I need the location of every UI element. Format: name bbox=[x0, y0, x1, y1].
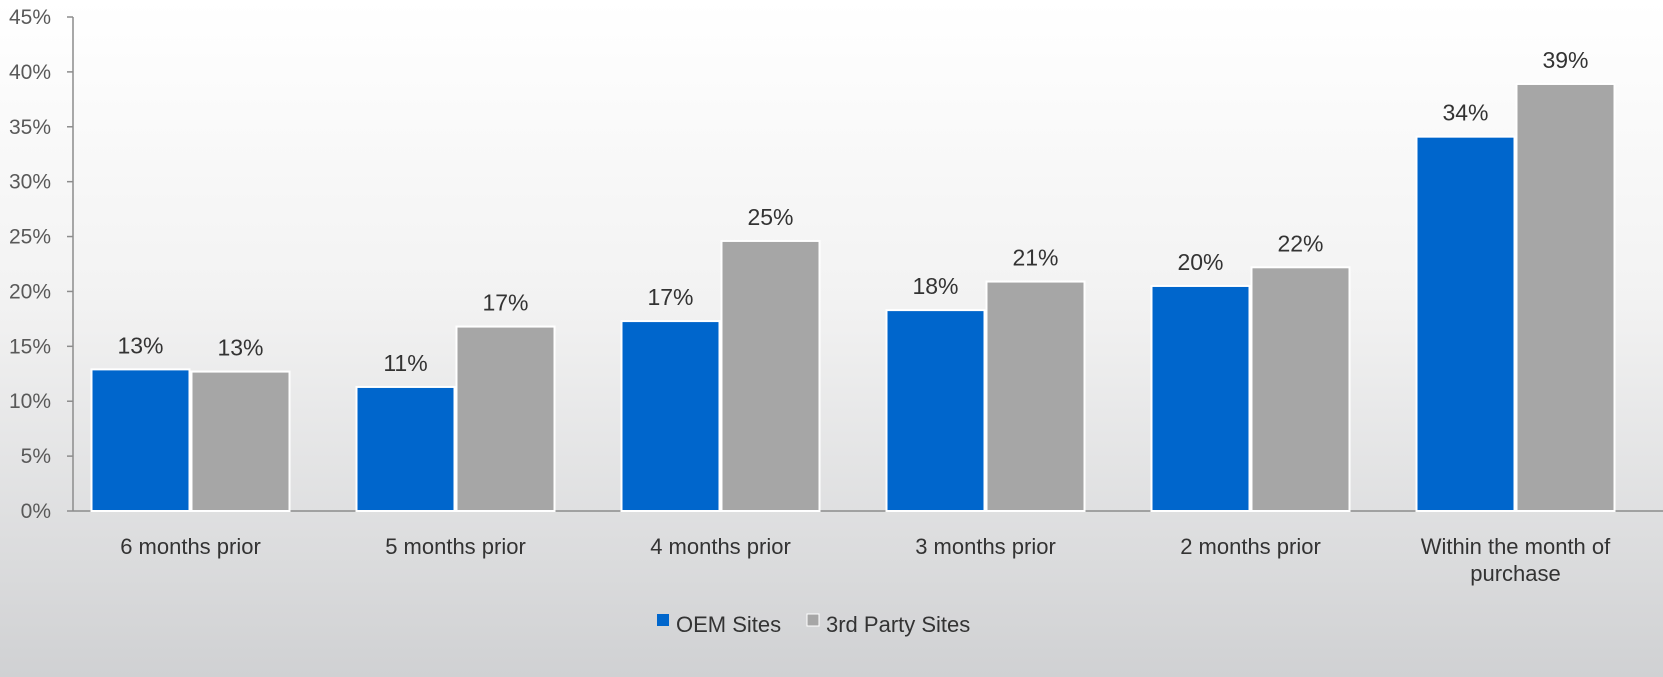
x-category-label-line: 3 months prior bbox=[915, 534, 1056, 559]
bar-oem bbox=[885, 309, 986, 512]
x-category-label: Within the month of purchase bbox=[1421, 534, 1611, 586]
bar-third-party bbox=[720, 239, 821, 513]
bar-oem bbox=[1150, 284, 1251, 513]
x-category-label: 2 months prior bbox=[1180, 534, 1321, 559]
data-label: 17% bbox=[482, 290, 528, 316]
bar-oem bbox=[90, 368, 191, 512]
y-tick-label: 30% bbox=[9, 171, 51, 194]
data-label: 20% bbox=[1177, 249, 1223, 275]
y-tick-label: 10% bbox=[9, 390, 51, 413]
bar-layer bbox=[90, 82, 1616, 513]
x-category-label: 4 months prior bbox=[650, 534, 791, 559]
bar-oem bbox=[355, 385, 456, 512]
y-tick-label: 40% bbox=[9, 61, 51, 84]
bar-oem bbox=[620, 320, 721, 512]
x-category-label-line: 6 months prior bbox=[120, 534, 261, 559]
x-category-label: 3 months prior bbox=[915, 534, 1056, 559]
y-tick-label: 5% bbox=[21, 445, 51, 468]
x-category-label: 5 months prior bbox=[385, 534, 526, 559]
bar-third-party bbox=[190, 370, 291, 512]
data-label: 21% bbox=[1012, 245, 1058, 271]
y-tick-label: 0% bbox=[21, 500, 51, 523]
y-tick-label: 20% bbox=[9, 280, 51, 303]
data-label: 13% bbox=[217, 335, 263, 361]
x-category-label-line: Within the month of bbox=[1421, 534, 1611, 559]
legend-swatch-third-party bbox=[806, 613, 820, 627]
data-label: 13% bbox=[117, 332, 163, 358]
x-category-label: 6 months prior bbox=[120, 534, 261, 559]
y-tick-label: 25% bbox=[9, 226, 51, 249]
y-tick-label: 15% bbox=[9, 335, 51, 358]
data-label: 22% bbox=[1277, 230, 1323, 256]
data-label: 17% bbox=[647, 284, 693, 310]
data-label: 25% bbox=[747, 204, 793, 230]
legend-label-third-party: 3rd Party Sites bbox=[826, 612, 970, 637]
data-label: 39% bbox=[1542, 47, 1588, 73]
data-label: 11% bbox=[383, 350, 427, 376]
bar-third-party bbox=[1250, 266, 1351, 512]
x-category-label-line: 4 months prior bbox=[650, 534, 791, 559]
legend-label-oem: OEM Sites bbox=[676, 612, 781, 637]
x-category-label-line: 2 months prior bbox=[1180, 534, 1321, 559]
x-category-label-line: purchase bbox=[1470, 561, 1561, 586]
label-layer: 13% 13% 6 months prior 11% 17% 5 months prior… bbox=[117, 47, 1611, 586]
x-category-label-line: 5 months prior bbox=[385, 534, 526, 559]
axis-layer: 0% 5% 10% 15% 20% 25% 30% 35% 40% 45% bbox=[9, 6, 1663, 523]
bar-third-party bbox=[1515, 82, 1616, 512]
bar-third-party bbox=[455, 325, 556, 512]
data-label: 34% bbox=[1442, 100, 1488, 126]
bar-third-party bbox=[985, 280, 1086, 513]
y-tick-label: 35% bbox=[9, 116, 51, 139]
legend-swatch-oem bbox=[657, 614, 669, 626]
legend: OEM Sites 3rd Party Sites bbox=[657, 612, 970, 637]
data-label: 18% bbox=[912, 273, 958, 299]
bar-oem bbox=[1415, 135, 1516, 512]
y-tick-label: 45% bbox=[9, 6, 51, 29]
